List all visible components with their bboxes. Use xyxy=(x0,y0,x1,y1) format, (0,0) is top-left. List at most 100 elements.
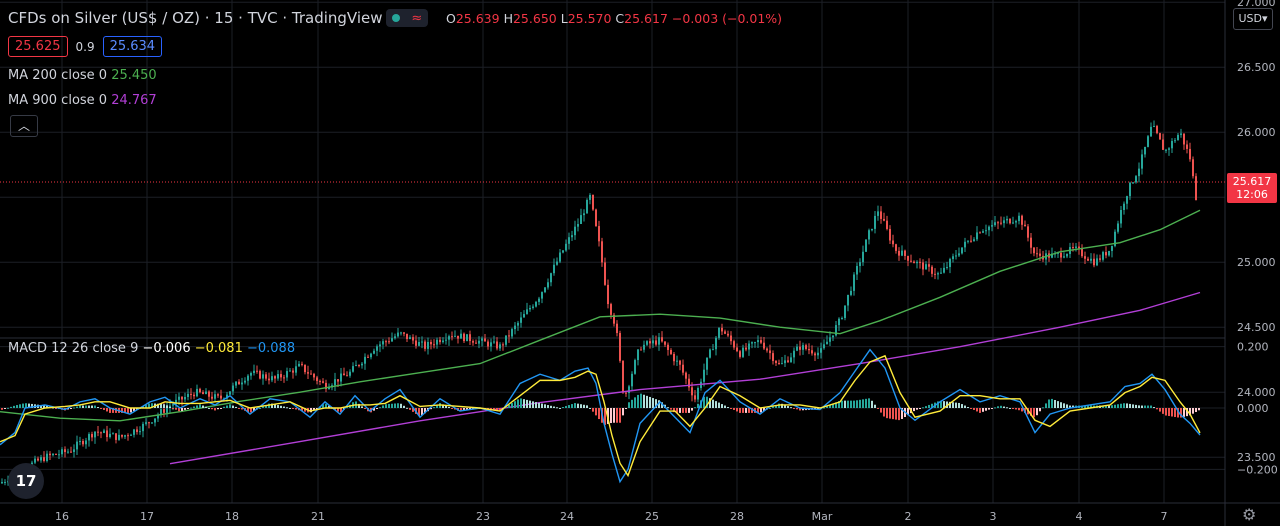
candle-body xyxy=(1138,168,1140,177)
candle-body xyxy=(718,327,720,338)
macd-histogram-bar xyxy=(190,407,192,409)
candle-body xyxy=(466,334,468,342)
macd-histogram-bar xyxy=(742,408,744,413)
x-tick-label: 21 xyxy=(311,510,325,523)
y-tick-label: 26.500 xyxy=(1237,61,1276,74)
macd-histogram-bar xyxy=(598,408,600,420)
macd-histogram-bar xyxy=(889,408,891,419)
y-tick-label: 27.000 xyxy=(1237,0,1276,9)
macd-histogram-bar xyxy=(1018,408,1020,411)
candle-body xyxy=(727,333,729,336)
candle-body xyxy=(532,306,534,308)
currency-selector[interactable]: USD▾ xyxy=(1233,8,1273,30)
macd-histogram-bar xyxy=(844,400,846,408)
macd-histogram-bar xyxy=(289,408,291,409)
candle-body xyxy=(772,353,774,361)
candle-body xyxy=(865,239,867,252)
macd-histogram-bar xyxy=(661,402,663,408)
candle-body xyxy=(439,339,441,343)
macd-histogram-bar xyxy=(337,408,339,412)
macd-histogram-bar xyxy=(178,408,180,412)
bid-ask-row: 25.625 0.9 25.634 xyxy=(8,36,163,57)
candle-body xyxy=(37,458,39,461)
macd-histogram-bar xyxy=(184,408,186,410)
macd-histogram-bar xyxy=(946,401,948,408)
candle-body xyxy=(829,337,831,342)
macd-histogram-bar xyxy=(517,399,519,408)
candle-body xyxy=(1135,176,1137,183)
macd-histogram-bar xyxy=(421,408,423,416)
candle-body xyxy=(940,272,942,274)
candle-body xyxy=(685,372,687,379)
candle-body xyxy=(253,370,255,374)
candle-body xyxy=(211,396,213,399)
y-tick-label: 23.500 xyxy=(1237,451,1276,464)
buy-button[interactable]: 25.634 xyxy=(102,36,163,57)
macd-legend[interactable]: MACD 12 26 close 9 −0.006 −0.081 −0.088 xyxy=(8,341,295,356)
macd-histogram-bar xyxy=(943,401,945,408)
macd-histogram-bar xyxy=(970,408,972,409)
candle-body xyxy=(517,322,519,326)
macd-histogram-bar xyxy=(592,408,594,412)
macd-histogram-bar xyxy=(1,408,3,410)
macd-histogram-bar xyxy=(445,405,447,408)
candle-body xyxy=(814,353,816,356)
macd-histogram-bar xyxy=(199,404,201,408)
candle-body xyxy=(337,379,339,382)
candle-body xyxy=(1051,253,1053,258)
candle-body xyxy=(100,432,102,434)
tradingview-logo-icon[interactable]: 17 xyxy=(8,463,44,499)
x-tick-label: 24 xyxy=(560,510,574,523)
open-value: 25.639 xyxy=(455,11,500,26)
sell-button[interactable]: 25.625 xyxy=(8,36,68,57)
candle-body xyxy=(214,394,216,399)
macd-histogram-bar xyxy=(538,402,540,408)
macd-histogram-bar xyxy=(328,405,330,408)
macd-histogram-bar xyxy=(1180,408,1182,418)
candle-body xyxy=(925,264,927,270)
candle-body xyxy=(769,350,771,354)
chevron-up-icon[interactable]: ︿ xyxy=(10,115,38,137)
candle-body xyxy=(115,433,117,440)
macd-histogram-bar xyxy=(634,397,636,408)
candle-body xyxy=(826,341,828,345)
candle-body xyxy=(112,433,114,435)
candle-body xyxy=(1141,154,1143,169)
macd-histogram-bar xyxy=(835,402,837,408)
candle-body xyxy=(34,458,36,463)
market-status[interactable]: ≈ xyxy=(386,9,428,27)
candle-body xyxy=(82,440,84,445)
macd-histogram-bar xyxy=(703,396,705,408)
macd-histogram-bar xyxy=(151,403,153,408)
candle-body xyxy=(643,344,645,350)
macd-histogram-bar xyxy=(1051,398,1053,408)
macd-histogram-bar xyxy=(676,408,678,413)
candle-body xyxy=(352,366,354,372)
macd-histogram-bar xyxy=(397,403,399,408)
macd-histogram-bar xyxy=(733,408,735,410)
candle-body xyxy=(589,194,591,200)
candle-body xyxy=(1105,252,1107,256)
macd-histogram-bar xyxy=(1108,405,1110,408)
candle-body xyxy=(181,396,183,400)
candle-body xyxy=(1096,258,1098,266)
candle-body xyxy=(454,335,456,337)
ma200-legend[interactable]: MA 200 close 0 25.450 xyxy=(8,68,157,83)
macd-histogram-bar xyxy=(574,403,576,408)
candle-body xyxy=(61,449,63,455)
macd-histogram-bar xyxy=(847,400,849,408)
macd-histogram-bar xyxy=(751,408,753,413)
y-tick-label: 26.000 xyxy=(1237,126,1276,139)
gear-icon[interactable]: ⚙ xyxy=(1242,505,1257,524)
candle-body xyxy=(970,240,972,242)
macd-histogram-bar xyxy=(952,402,954,408)
macd-histogram-bar xyxy=(394,403,396,408)
macd-histogram-bar xyxy=(760,408,762,413)
macd-histogram-bar xyxy=(523,399,525,408)
candle-body xyxy=(1015,221,1017,223)
candle-body xyxy=(409,337,411,340)
x-tick-label: 17 xyxy=(140,510,154,523)
candle-body xyxy=(163,409,165,413)
ma900-legend[interactable]: MA 900 close 0 24.767 xyxy=(8,93,157,108)
